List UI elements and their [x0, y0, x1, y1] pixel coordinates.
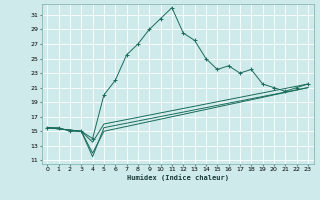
X-axis label: Humidex (Indice chaleur): Humidex (Indice chaleur) — [127, 175, 228, 181]
